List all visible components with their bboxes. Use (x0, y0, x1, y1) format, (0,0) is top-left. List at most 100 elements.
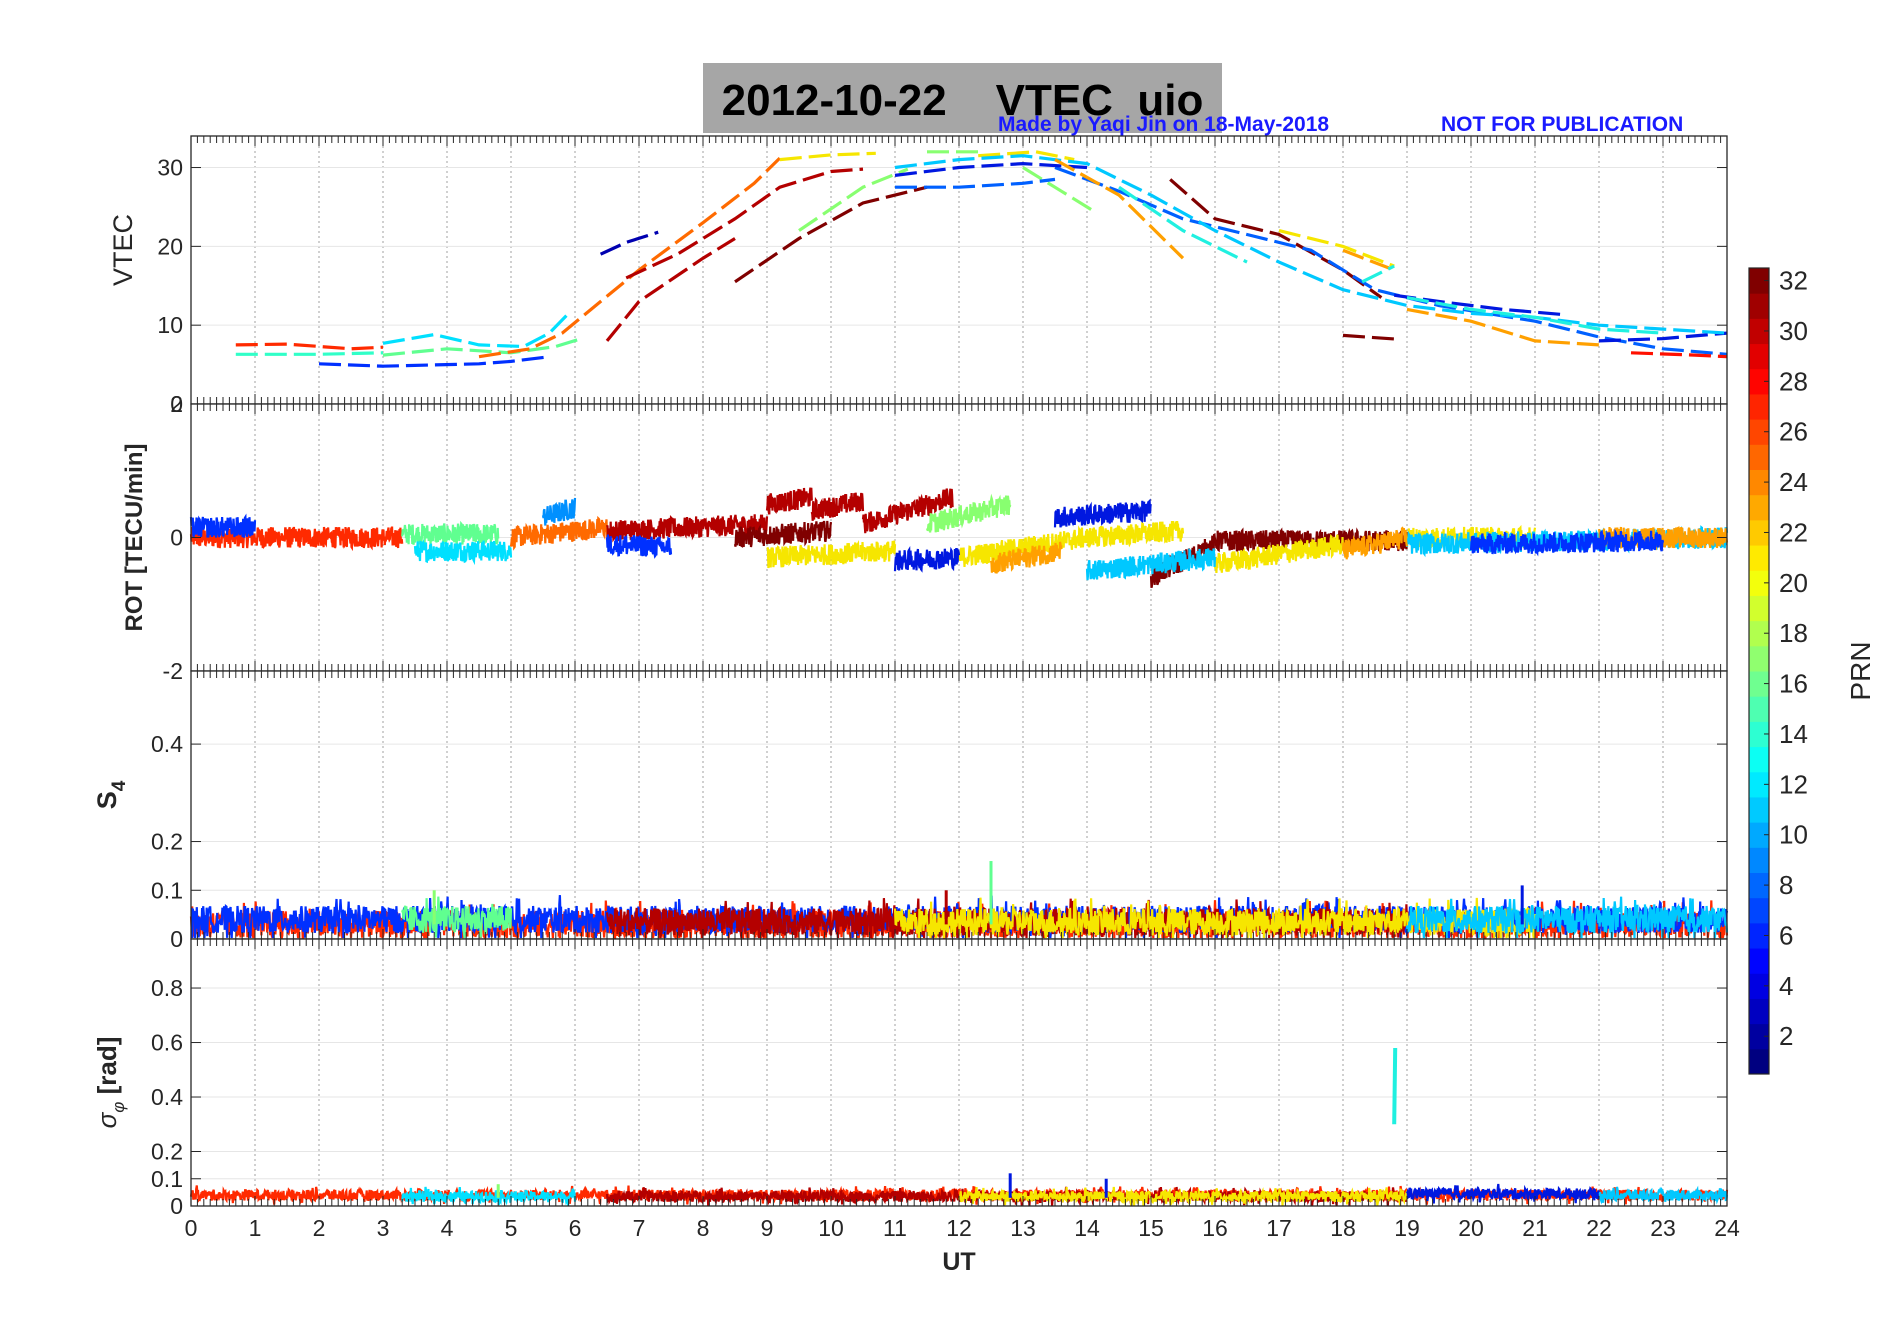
series-prn-24 (478, 156, 781, 359)
series-prn-22 (1054, 158, 1185, 260)
colorbar-tick-label: 24 (1779, 467, 1808, 497)
colorbar-cell (1749, 922, 1769, 949)
series-prn-12 (1405, 896, 1729, 939)
series-prn-14 (1118, 185, 1248, 264)
colorbar-tick-label: 8 (1779, 870, 1793, 900)
series-prn-32 (734, 185, 928, 284)
colorbar-cell (1749, 519, 1769, 546)
y-tick-label: -2 (163, 658, 183, 684)
colorbar-cell (1749, 897, 1769, 924)
series-prn-5 (1598, 331, 1728, 343)
colorbar-cell (1749, 671, 1769, 697)
series-prn-16 (798, 167, 909, 232)
series-prn-2 (599, 230, 659, 256)
series-prn-31 (625, 167, 864, 280)
x-axis-label: UT (942, 1248, 975, 1276)
y-axis-label: ROT [TECU/min] (121, 444, 148, 632)
panel-vtec: 0 10 20 30 VTEC (108, 135, 1728, 417)
colorbar-cell (1749, 393, 1769, 420)
series-prn-22 (1406, 307, 1600, 347)
colorbar-cell (1749, 847, 1769, 873)
y-tick-label: 20 (157, 233, 183, 259)
series-prn-22 (1341, 526, 1409, 560)
series-prn-12 (894, 154, 1728, 335)
colorbar-cell (1749, 469, 1769, 496)
colorbar-cell (1749, 620, 1769, 647)
colorbar-tick-label: 30 (1779, 316, 1808, 346)
x-tick-label: 12 (946, 1215, 972, 1241)
colorbar-tick-label: 2 (1779, 1021, 1793, 1051)
series-prn-13 (401, 1186, 577, 1206)
y-axis-label: σφ [rad] (92, 1037, 128, 1129)
series-prn-13 (413, 539, 513, 566)
x-tick-label: 3 (377, 1215, 390, 1241)
title-box (703, 63, 1222, 133)
y-tick-label: 0.1 (151, 1166, 183, 1192)
y-tick-label: 0.1 (151, 877, 183, 903)
x-tick-label: 17 (1266, 1215, 1292, 1241)
colorbar-cell (1749, 696, 1769, 722)
colorbar-tick-label: 18 (1779, 618, 1808, 648)
series-prn-17 (401, 520, 500, 545)
colorbar-cell (1749, 796, 1769, 823)
x-tick-label: 20 (1458, 1215, 1484, 1241)
x-tick-label: 23 (1650, 1215, 1676, 1241)
series-prn-31 (861, 488, 954, 534)
series-prn-4 (605, 534, 673, 559)
series-prn-20 (1278, 229, 1395, 268)
y-tick-label: 0 (170, 391, 183, 417)
series-prn-12 (1598, 1185, 1729, 1205)
series-group (189, 861, 1729, 941)
colorbar-cell (1749, 268, 1769, 294)
series-prn-31 (605, 237, 736, 342)
series-prn-27 (189, 526, 404, 552)
x-tick-label: 14 (1074, 1215, 1100, 1241)
series-prn-31 (810, 492, 865, 521)
series-prn-20 (1213, 533, 1345, 574)
x-tick-label: 8 (697, 1215, 710, 1241)
series-prn-5 (1053, 498, 1153, 528)
x-tick-label: 2 (313, 1215, 326, 1241)
series-prn-32 (733, 520, 833, 548)
series-prn-20 (766, 539, 897, 569)
x-tick-label: 7 (633, 1215, 646, 1241)
x-tick-label: 22 (1586, 1215, 1612, 1241)
y-tick-label: 0.2 (151, 829, 183, 855)
y-tick-label: 10 (157, 312, 183, 338)
colorbar-cell (1749, 318, 1769, 345)
colorbar-tick-label: 32 (1779, 266, 1808, 296)
colorbar-cell (1749, 746, 1769, 773)
series-prn-4 (1469, 528, 1665, 557)
series-group (189, 487, 1729, 589)
y-tick-label: 0 (170, 525, 183, 551)
series-group (235, 150, 1728, 368)
x-tick-label: 11 (883, 1215, 907, 1241)
x-tick-label: 10 (818, 1215, 844, 1241)
y-tick-label: 0.4 (151, 731, 183, 757)
chart-title: 2012-10-22 VTEC uio (721, 76, 1204, 125)
x-tick-label: 15 (1138, 1215, 1164, 1241)
series-prn-20 (957, 525, 1089, 568)
credit-text: Made by Yaqi Jin on 18-May-2018 (998, 113, 1330, 136)
colorbar-cell (1749, 822, 1769, 848)
y-tick-label: 0.8 (151, 975, 183, 1001)
y-tick-label: 2 (170, 391, 183, 417)
colorbar-tick-label: 10 (1779, 820, 1808, 850)
colorbar-cell (1749, 771, 1769, 798)
colorbar-cell (1749, 948, 1769, 974)
series-prn-20 (1085, 520, 1185, 548)
vertical-feature (1392, 1047, 1398, 1125)
colorbar-cell (1749, 494, 1769, 521)
series-prn-24 (509, 515, 609, 551)
series-prn-20 (779, 151, 876, 162)
x-tick-label: 9 (761, 1215, 774, 1241)
series-prn-7 (895, 177, 1056, 189)
series-prn-4 (189, 513, 257, 538)
colorbar-label: PRN (1845, 641, 1876, 700)
colorbar-cell (1749, 872, 1769, 899)
colorbar-tick-label: 4 (1779, 971, 1793, 1001)
series-prn-22 (1342, 248, 1395, 272)
x-tick-label: 16 (1202, 1215, 1228, 1241)
